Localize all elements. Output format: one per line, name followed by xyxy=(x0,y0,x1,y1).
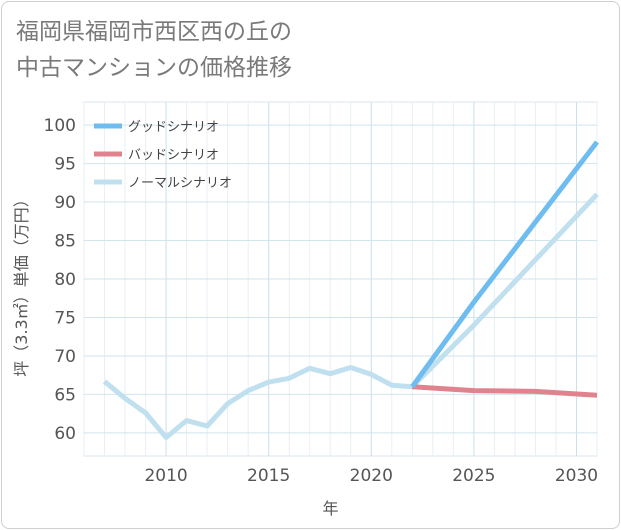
legend-label: バッドシナリオ xyxy=(128,148,219,163)
y-tick-label: 60 xyxy=(54,424,76,444)
chart-title-line-1: 福岡県福岡市西区西の丘の xyxy=(16,19,292,45)
chart-title-line-2: 中古マンションの価格推移 xyxy=(16,55,292,81)
x-tick-label: 2025 xyxy=(452,466,495,486)
grid xyxy=(83,101,598,457)
y-tick-label: 75 xyxy=(54,308,76,328)
series-line xyxy=(102,192,599,440)
legend-label: グッドシナリオ xyxy=(128,120,219,135)
series-line xyxy=(410,140,599,389)
y-tick-label: 100 xyxy=(44,116,76,136)
y-tick-label: 70 xyxy=(54,347,76,367)
x-tick-label: 2020 xyxy=(350,466,393,486)
y-tick-label: 90 xyxy=(54,193,76,213)
y-tick-label: 85 xyxy=(54,232,76,252)
series-line xyxy=(412,384,598,398)
x-tick-label: 2030 xyxy=(555,466,598,486)
series-layer xyxy=(102,140,599,440)
x-tick-label: 2010 xyxy=(144,466,187,486)
x-axis-label: 年 xyxy=(322,499,338,518)
axes: 60 65 70 75 80 85 90 95 100 2010 2015 2020 2025 2030 xyxy=(44,116,599,486)
y-axis-label: 坪（3.3㎡）単価（万円） xyxy=(12,191,31,376)
y-tick-label: 95 xyxy=(54,155,76,175)
legend-label: ノーマルシナリオ xyxy=(128,176,232,191)
chart-title: 福岡県福岡市西区西の丘の 中古マンションの価格推移 xyxy=(16,14,436,86)
y-tick-label: 80 xyxy=(54,270,76,290)
y-tick-label: 65 xyxy=(54,385,76,405)
x-tick-label: 2015 xyxy=(247,466,290,486)
